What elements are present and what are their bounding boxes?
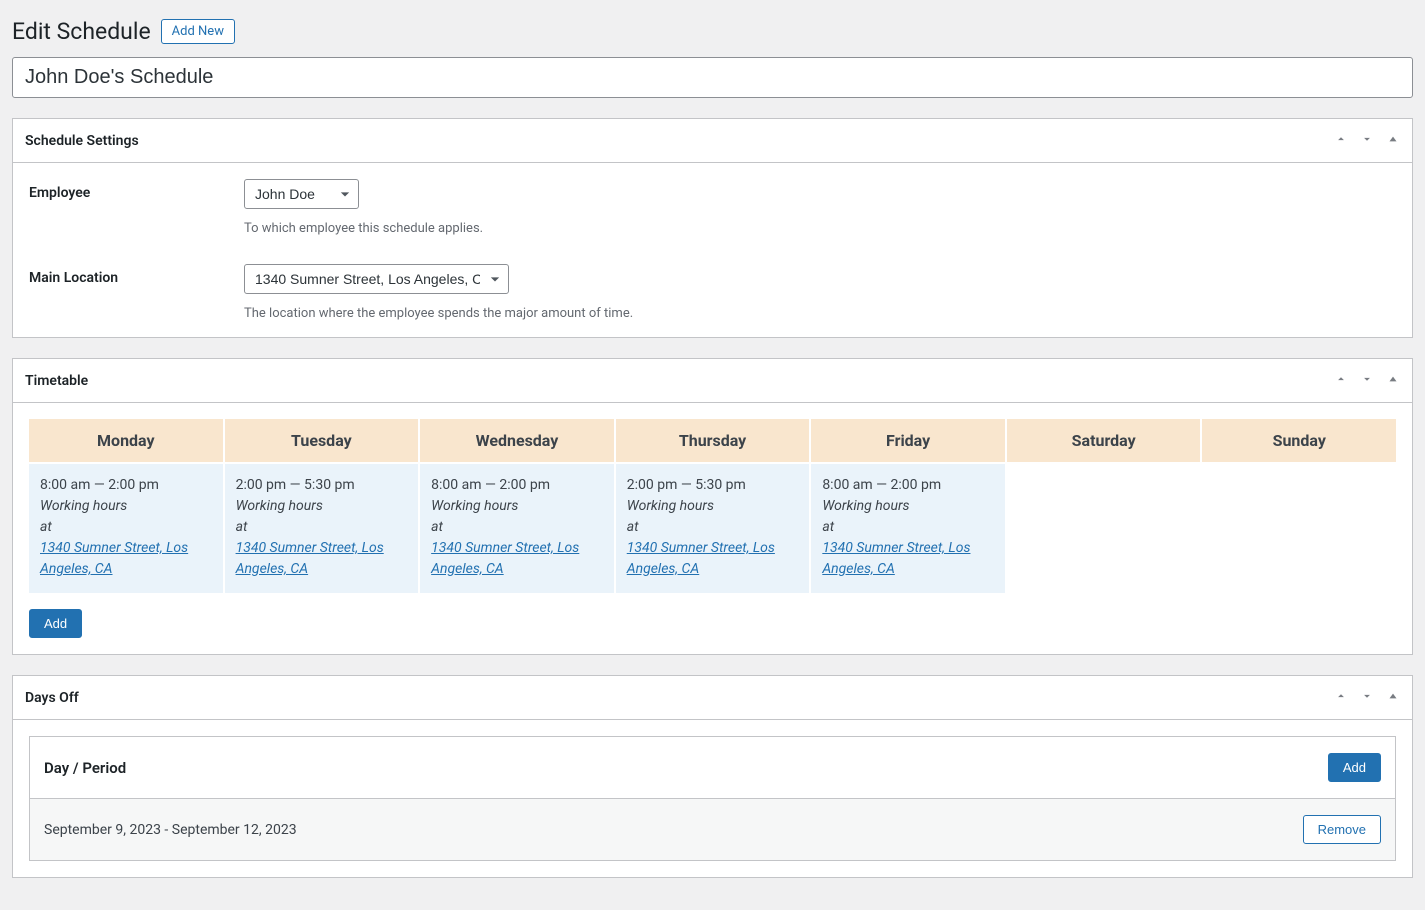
entry-desc: Working hours (822, 496, 994, 517)
timetable-add-button[interactable]: Add (29, 609, 82, 638)
panel-header: Days Off (13, 676, 1412, 720)
entry-desc: Working hours (236, 496, 408, 517)
day-column: Monday8:00 am — 2:00 pmWorking hoursat13… (29, 419, 223, 593)
panel-handle-actions (1334, 372, 1400, 390)
entry-desc: Working hours (40, 496, 212, 517)
entry-at: at (431, 517, 603, 538)
day-header: Sunday (1202, 419, 1396, 462)
day-entry[interactable]: 8:00 am — 2:00 pmWorking hoursat1340 Sum… (811, 464, 1005, 593)
panel-header: Timetable (13, 359, 1412, 403)
main-location-label: Main Location (29, 264, 244, 286)
add-new-button[interactable]: Add New (161, 19, 235, 44)
panel-timetable: Timetable Monday8:00 am — 2:00 pmWorking… (12, 358, 1413, 655)
entry-time: 8:00 am — 2:00 pm (822, 475, 994, 496)
panel-days-off: Days Off Day / Period Add September 9, 2… (12, 675, 1413, 878)
entry-at: at (627, 517, 799, 538)
form-row-employee: Employee John Doe To which employee this… (29, 179, 1396, 236)
entry-desc: Working hours (431, 496, 603, 517)
panel-handle-actions (1334, 132, 1400, 150)
entry-location-link[interactable]: 1340 Sumner Street, Los Angeles, CA (431, 540, 579, 577)
panel-title: Timetable (25, 373, 88, 389)
days-off-rows: September 9, 2023 - September 12, 2023 Re… (30, 799, 1395, 860)
panel-body: Day / Period Add September 9, 2023 - Sep… (13, 720, 1412, 877)
chevron-up-icon[interactable] (1334, 689, 1348, 707)
form-row-main-location: Main Location 1340 Sumner Street, Los An… (29, 264, 1396, 321)
chevron-up-icon[interactable] (1334, 132, 1348, 150)
day-column: Saturday (1007, 419, 1201, 593)
entry-location-link[interactable]: 1340 Sumner Street, Los Angeles, CA (236, 540, 384, 577)
employee-select[interactable]: John Doe (244, 179, 359, 209)
days-off-header-row: Day / Period Add (30, 737, 1395, 799)
entry-time: 8:00 am — 2:00 pm (431, 475, 603, 496)
panel-handle-actions (1334, 689, 1400, 707)
chevron-down-icon[interactable] (1360, 372, 1374, 390)
day-column: Friday8:00 am — 2:00 pmWorking hoursat13… (811, 419, 1005, 593)
day-header: Friday (811, 419, 1005, 462)
day-column: Sunday (1202, 419, 1396, 593)
days-off-table: Day / Period Add September 9, 2023 - Sep… (29, 736, 1396, 861)
days-off-header-label: Day / Period (44, 759, 126, 777)
main-location-select[interactable]: 1340 Sumner Street, Los Angeles, CA (244, 264, 509, 294)
triangle-up-icon[interactable] (1386, 372, 1400, 390)
day-header: Saturday (1007, 419, 1201, 462)
day-entry[interactable]: 2:00 pm — 5:30 pmWorking hoursat1340 Sum… (616, 464, 810, 593)
day-entry[interactable]: 8:00 am — 2:00 pmWorking hoursat1340 Sum… (420, 464, 614, 593)
entry-at: at (40, 517, 212, 538)
entry-time: 8:00 am — 2:00 pm (40, 475, 212, 496)
day-header: Tuesday (225, 419, 419, 462)
employee-field: John Doe To which employee this schedule… (244, 179, 1396, 236)
chevron-down-icon[interactable] (1360, 689, 1374, 707)
triangle-up-icon[interactable] (1386, 132, 1400, 150)
employee-help: To which employee this schedule applies. (244, 221, 1396, 236)
main-location-field: 1340 Sumner Street, Los Angeles, CA The … (244, 264, 1396, 321)
day-column: Tuesday2:00 pm — 5:30 pmWorking hoursat1… (225, 419, 419, 593)
entry-desc: Working hours (627, 496, 799, 517)
entry-location-link[interactable]: 1340 Sumner Street, Los Angeles, CA (627, 540, 775, 577)
entry-time: 2:00 pm — 5:30 pm (236, 475, 408, 496)
entry-at: at (236, 517, 408, 538)
chevron-up-icon[interactable] (1334, 372, 1348, 390)
days-off-add-button[interactable]: Add (1328, 753, 1381, 782)
panel-header: Schedule Settings (13, 119, 1412, 163)
page-header: Edit Schedule Add New (12, 18, 1413, 45)
days-off-date: September 9, 2023 - September 12, 2023 (44, 822, 297, 838)
main-location-help: The location where the employee spends t… (244, 306, 1396, 321)
day-column: Wednesday8:00 am — 2:00 pmWorking hoursa… (420, 419, 614, 593)
entry-location-link[interactable]: 1340 Sumner Street, Los Angeles, CA (40, 540, 188, 577)
entry-time: 2:00 pm — 5:30 pm (627, 475, 799, 496)
employee-label: Employee (29, 179, 244, 201)
entry-at: at (822, 517, 994, 538)
day-entry[interactable]: 2:00 pm — 5:30 pmWorking hoursat1340 Sum… (225, 464, 419, 593)
panel-body: Monday8:00 am — 2:00 pmWorking hoursat13… (13, 403, 1412, 654)
panel-body: Employee John Doe To which employee this… (13, 163, 1412, 337)
days-off-remove-button[interactable]: Remove (1303, 815, 1381, 844)
day-column: Thursday2:00 pm — 5:30 pmWorking hoursat… (616, 419, 810, 593)
triangle-up-icon[interactable] (1386, 689, 1400, 707)
panel-title: Days Off (25, 690, 79, 706)
entry-location-link[interactable]: 1340 Sumner Street, Los Angeles, CA (822, 540, 970, 577)
chevron-down-icon[interactable] (1360, 132, 1374, 150)
panel-schedule-settings: Schedule Settings Employee John Doe To w… (12, 118, 1413, 338)
schedule-title-input[interactable] (12, 57, 1413, 98)
days-off-row: September 9, 2023 - September 12, 2023 Re… (30, 799, 1395, 860)
day-entry[interactable]: 8:00 am — 2:00 pmWorking hoursat1340 Sum… (29, 464, 223, 593)
day-header: Thursday (616, 419, 810, 462)
panel-title: Schedule Settings (25, 133, 139, 149)
page-title: Edit Schedule (12, 18, 151, 45)
day-header: Wednesday (420, 419, 614, 462)
day-header: Monday (29, 419, 223, 462)
timetable-grid: Monday8:00 am — 2:00 pmWorking hoursat13… (29, 419, 1396, 593)
